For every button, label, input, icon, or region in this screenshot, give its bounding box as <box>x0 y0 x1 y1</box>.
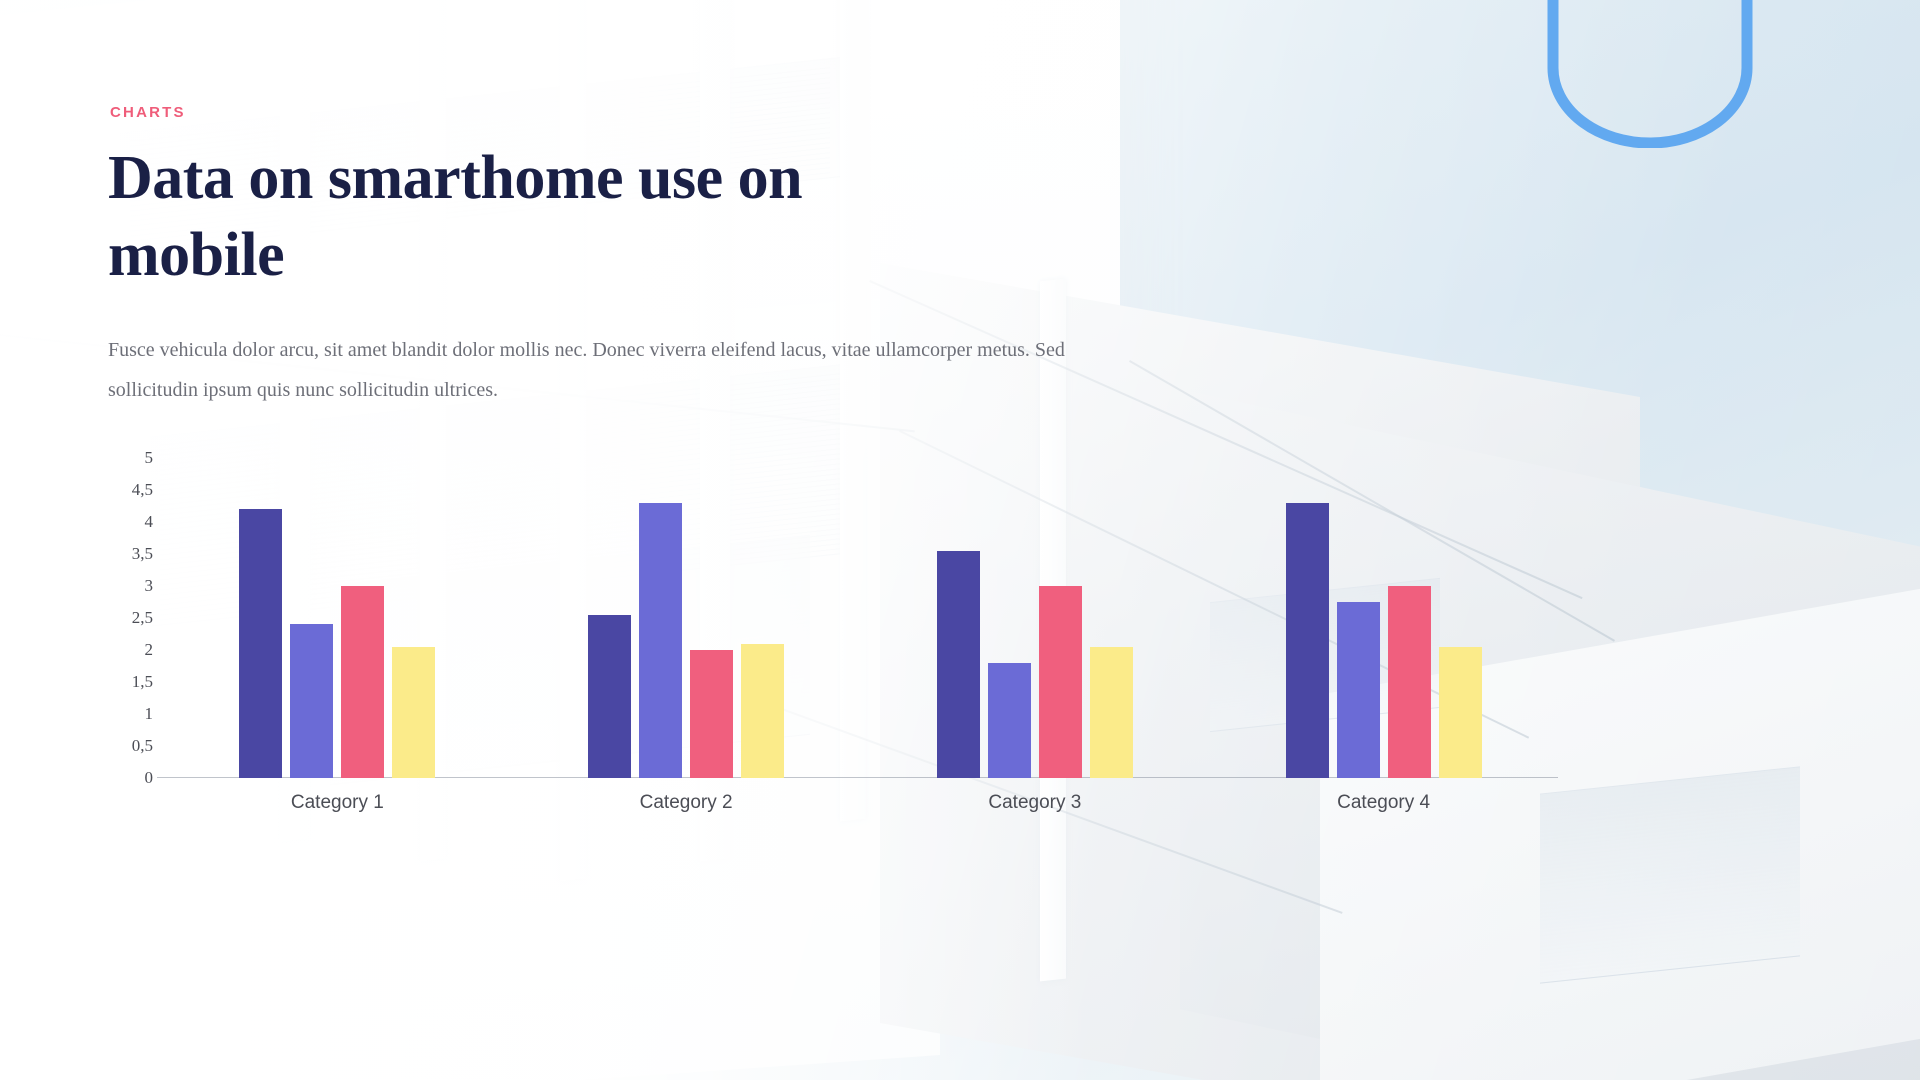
y-axis-tick: 2,5 <box>131 608 153 627</box>
chart-bar-group: Category 1 <box>163 458 512 813</box>
y-axis-tick: 1,5 <box>131 672 153 691</box>
y-axis-tick: 4 <box>144 512 154 531</box>
chart-bar[interactable] <box>639 502 683 778</box>
x-axis-category-label: Category 1 <box>290 792 384 813</box>
bar-chart: 5 4,5 4 3,5 3 2,5 2 1,5 1 0,5 0 Category 1 Category… <box>108 448 1558 813</box>
y-axis-tick: 5 <box>144 448 154 467</box>
y-axis-tick: 1 <box>144 704 154 723</box>
chart-bar[interactable] <box>588 614 632 778</box>
chart-bar-group: Category 2 <box>512 458 861 813</box>
background-white-wash-left <box>0 0 1100 1080</box>
chart-bar[interactable] <box>936 550 980 778</box>
chart-bar[interactable] <box>341 586 385 778</box>
chart-bar-groups: Category 1 Category 2 Category 3 Category 4 <box>163 458 1558 813</box>
page-title: Data on smarthome use on mobile <box>108 144 803 289</box>
y-axis-tick: 2 <box>144 640 154 659</box>
chart-bar[interactable] <box>690 650 734 778</box>
chart-bar[interactable] <box>1387 586 1431 778</box>
chart-bar[interactable] <box>1438 646 1482 778</box>
chart-bar[interactable] <box>1089 646 1133 778</box>
y-axis-tick: 3 <box>144 576 154 595</box>
chart-bar[interactable] <box>1285 502 1329 778</box>
x-axis-category-label: Category 2 <box>639 792 733 813</box>
chart-bar[interactable] <box>239 509 283 778</box>
chart-plot-area: 5 4,5 4 3,5 3 2,5 2 1,5 1 0,5 0 Category 1 Category… <box>132 448 1558 813</box>
y-axis-tick: 4,5 <box>131 480 153 499</box>
chart-bar-group: Category 4 <box>1209 458 1558 813</box>
y-axis-tick: 3,5 <box>131 544 153 563</box>
y-axis-tick: 0 <box>144 768 154 787</box>
chart-bar[interactable] <box>987 662 1031 778</box>
chart-bar[interactable] <box>741 643 785 778</box>
chart-bar[interactable] <box>392 646 436 778</box>
x-axis-line <box>157 777 1558 778</box>
x-axis-category-label: Category 4 <box>1337 792 1431 813</box>
chart-bar[interactable] <box>290 624 334 778</box>
u-arc-icon <box>1547 0 1753 148</box>
x-axis-category-label: Category 3 <box>988 792 1082 813</box>
chart-bar-group: Category 3 <box>861 458 1210 813</box>
chart-bar[interactable] <box>1336 602 1380 778</box>
slide-body-text: Fusce vehicula dolor arcu, sit amet blan… <box>108 339 1065 401</box>
y-axis-tick: 0,5 <box>131 736 153 755</box>
chart-bar[interactable] <box>1038 586 1082 778</box>
slide-eyebrow: CHARTS <box>110 104 186 121</box>
